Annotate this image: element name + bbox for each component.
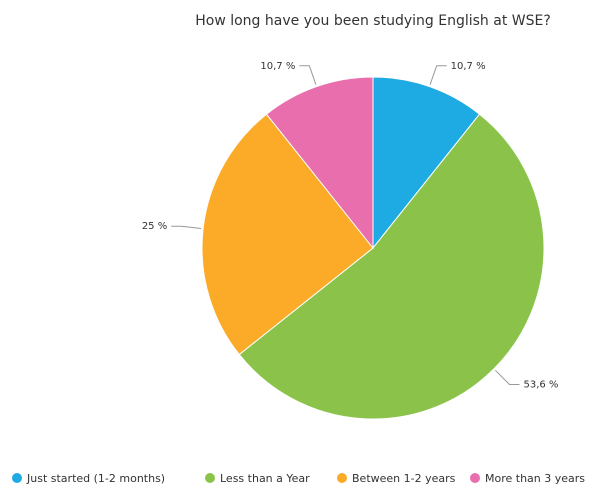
- data-label: 10,7 %: [260, 61, 295, 72]
- legend-marker: [470, 473, 480, 483]
- legend-label: More than 3 years: [485, 472, 585, 485]
- legend-label: Less than a Year: [220, 472, 310, 485]
- leader-line: [299, 65, 317, 85]
- data-label: 53,6 %: [523, 379, 558, 390]
- legend-label: Between 1-2 years: [352, 472, 456, 485]
- pie-slice: [265, 76, 374, 250]
- data-label: 25 %: [142, 221, 167, 232]
- data-label: 10,7 %: [451, 61, 486, 72]
- pie-slice: [238, 113, 545, 420]
- leader-line: [429, 65, 447, 85]
- legend-marker: [12, 473, 22, 483]
- legend-marker: [205, 473, 215, 483]
- legend-marker: [337, 473, 347, 483]
- chart-title: How long have you been studying English …: [195, 13, 551, 29]
- pie-slice: [372, 76, 481, 250]
- legend-label: Just started (1-2 months): [26, 472, 165, 485]
- leader-line: [171, 225, 202, 229]
- pie-slice: [201, 113, 374, 356]
- leader-line: [494, 369, 520, 385]
